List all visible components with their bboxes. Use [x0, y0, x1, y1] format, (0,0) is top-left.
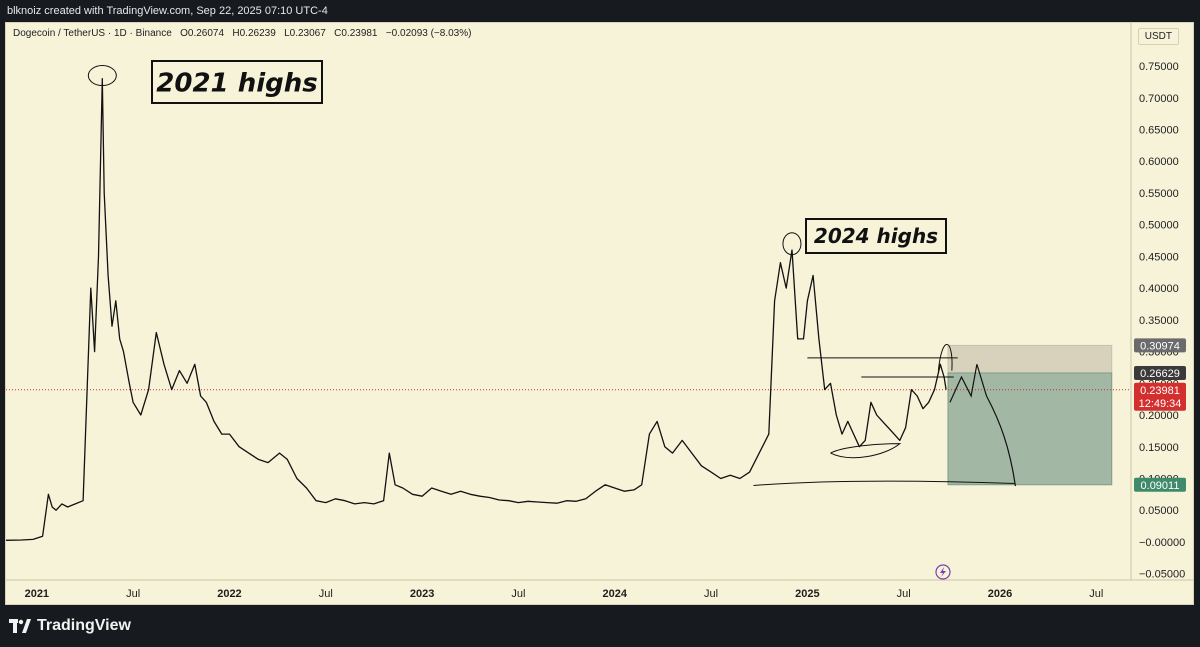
x-tick-label: 2024 [602, 588, 627, 600]
x-tick-label: Jul [319, 588, 333, 600]
price-label-stop-bg [1134, 338, 1186, 353]
price-label-stop: 0.30974 [1140, 340, 1180, 352]
peak-circle-2024 [782, 232, 802, 256]
current-price-label: 0.23981 [1140, 385, 1180, 397]
lightning-icon-circle [935, 564, 951, 580]
current-price-badge [1134, 382, 1186, 411]
y-tick-label: 0.45000 [1139, 251, 1179, 263]
y-tick-label: 0.65000 [1139, 124, 1179, 136]
x-tick-label: Jul [704, 588, 718, 600]
x-tick-label: Jul [1089, 588, 1103, 600]
annotation-2021-highs-text: 2021 highs [156, 68, 317, 98]
y-tick-label: 0.20000 [1139, 410, 1179, 422]
tradingview-logo[interactable]: TradingView [9, 616, 131, 636]
attribution-text: blknoiz created with TradingView.com, Se… [7, 5, 328, 17]
price-label-entry-bg [1134, 365, 1186, 380]
brand-name: TradingView [37, 617, 131, 634]
top-hook [937, 343, 953, 371]
x-tick-label: 2025 [795, 588, 819, 600]
x-tick-label: 2023 [410, 588, 434, 600]
projection-path [949, 364, 1017, 487]
stop-loss-zone [947, 344, 1113, 374]
take-profit-zone [947, 372, 1113, 486]
annotation-2024-highs: 2024 highs [805, 218, 947, 254]
y-tick-label: 0.55000 [1139, 188, 1179, 200]
x-tick-label: Jul [511, 588, 525, 600]
symbol-info[interactable]: Dogecoin / TetherUS · 1D · Binance O0.26… [13, 28, 472, 39]
lightning-icon-bolt [940, 567, 946, 577]
y-tick-label: 0.40000 [1139, 283, 1179, 295]
x-tick-label: 2026 [988, 588, 1012, 600]
price-label-target-bg [1134, 477, 1186, 492]
y-tick-label: 0.35000 [1139, 315, 1179, 327]
x-tick-label: Jul [897, 588, 911, 600]
attribution-bar: blknoiz created with TradingView.com, Se… [0, 0, 1200, 22]
annotation-2024-highs-text: 2024 highs [814, 224, 938, 248]
y-tick-label: 0.05000 [1139, 505, 1179, 517]
y-tick-label: −0.05000 [1139, 569, 1185, 581]
footer: TradingView [0, 605, 1200, 647]
x-tick-label: 2021 [25, 588, 49, 600]
chart-area[interactable]: 0.75000 0.70000 0.65000 0.60000 0.55000 0.500… [5, 22, 1194, 605]
countdown-label: 12:49:34 [1139, 398, 1182, 410]
price-label-entry: 0.26629 [1140, 368, 1180, 380]
price-chart[interactable]: 0.75000 0.70000 0.65000 0.60000 0.55000 0.500… [6, 23, 1193, 604]
y-tick-label: 0.60000 [1139, 156, 1179, 168]
price-label-target: 0.09011 [1141, 480, 1180, 492]
lightning-icon[interactable] [935, 564, 951, 580]
peak-circle-2021 [87, 65, 117, 87]
y-tick-label: −0.00000 [1139, 537, 1185, 549]
tradingview-icon [9, 619, 31, 633]
y-tick-label: 0.15000 [1139, 442, 1179, 454]
currency-label[interactable]: USDT [1137, 28, 1179, 45]
y-tick-label: 0.50000 [1139, 220, 1179, 232]
annotation-2021-highs: 2021 highs [151, 60, 323, 104]
x-tick-label: Jul [126, 588, 140, 600]
annotation-2024-highs-box [805, 218, 947, 254]
y-tick-label: 0.75000 [1139, 61, 1179, 73]
y-tick-label: 0.70000 [1139, 93, 1179, 105]
base-ellipse [830, 443, 902, 459]
x-tick-label: 2022 [217, 588, 241, 600]
support-curve [753, 480, 1016, 486]
annotation-2021-highs-box [151, 60, 323, 104]
price-line-series [6, 78, 947, 541]
